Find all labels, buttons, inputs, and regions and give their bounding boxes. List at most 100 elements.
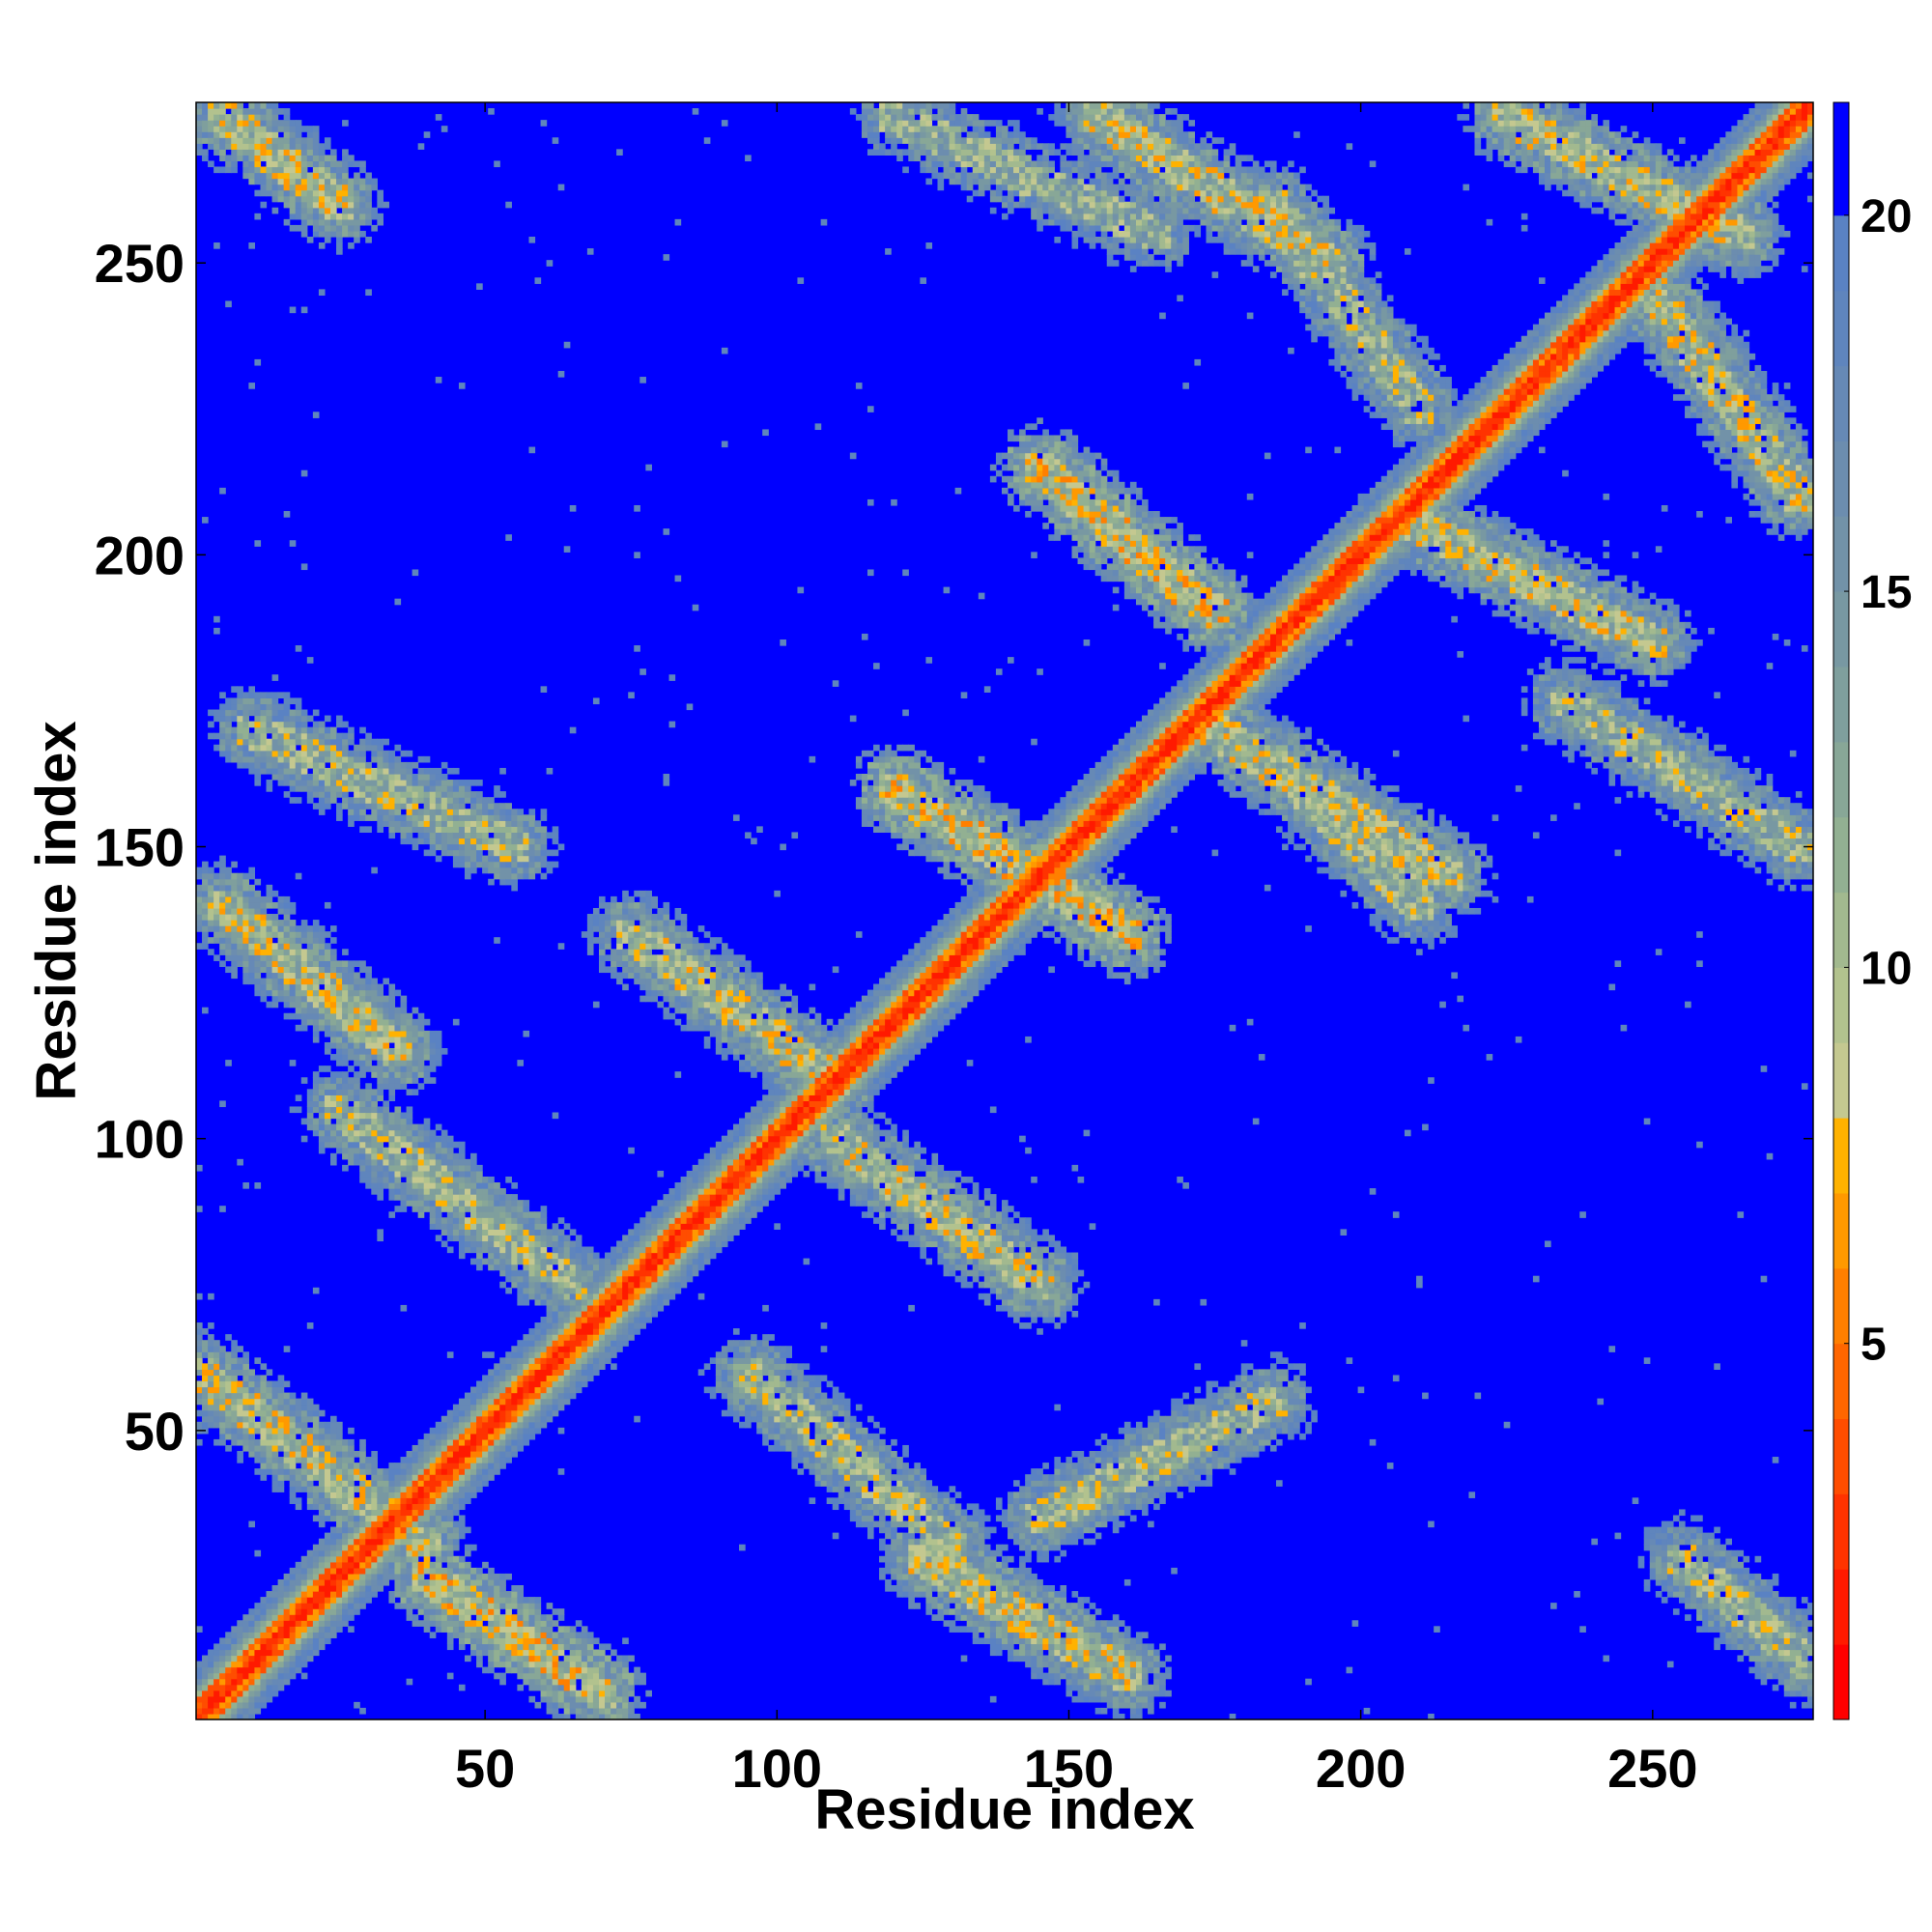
heatmap-cell bbox=[494, 1451, 500, 1458]
heatmap-cell bbox=[528, 1351, 535, 1358]
heatmap-cell bbox=[254, 1614, 261, 1621]
heatmap-cell bbox=[237, 902, 243, 909]
heatmap-cell bbox=[208, 1649, 214, 1656]
heatmap-cell bbox=[528, 826, 535, 833]
heatmap-cell bbox=[476, 1439, 483, 1446]
heatmap-cell bbox=[219, 1667, 226, 1674]
heatmap-cell bbox=[587, 1334, 594, 1341]
heatmap-cell bbox=[570, 1673, 577, 1680]
heatmap-cell bbox=[412, 1539, 419, 1546]
heatmap-cell bbox=[482, 1626, 489, 1633]
heatmap-cell bbox=[272, 960, 279, 967]
heatmap-cell bbox=[313, 1071, 320, 1078]
heatmap-cell bbox=[459, 1620, 466, 1627]
heatmap-cell bbox=[284, 925, 291, 932]
heatmap-cell bbox=[354, 1702, 360, 1709]
heatmap-cell bbox=[453, 803, 460, 810]
heatmap-cell bbox=[307, 1497, 314, 1504]
heatmap-cell bbox=[254, 774, 261, 781]
heatmap-cell bbox=[430, 1223, 437, 1230]
heatmap-cell bbox=[558, 1696, 565, 1703]
heatmap-cell bbox=[313, 190, 320, 197]
heatmap-cell bbox=[383, 1545, 389, 1551]
heatmap-cell bbox=[401, 1515, 408, 1521]
heatmap-cell bbox=[436, 1492, 442, 1498]
heatmap-cell bbox=[494, 1416, 500, 1423]
heatmap-cell bbox=[319, 1539, 326, 1546]
heatmap-cell bbox=[388, 809, 395, 815]
heatmap-cell bbox=[248, 120, 255, 127]
heatmap-cell bbox=[219, 1357, 226, 1364]
heatmap-cell bbox=[319, 756, 326, 763]
heatmap-cell bbox=[587, 1696, 594, 1703]
heatmap-cell bbox=[342, 1568, 349, 1575]
heatmap-cell bbox=[301, 1439, 308, 1446]
heatmap-cell bbox=[296, 1662, 302, 1668]
heatmap-cell bbox=[424, 785, 431, 792]
heatmap-cell bbox=[213, 102, 220, 109]
heatmap-cell bbox=[394, 1031, 401, 1037]
heatmap-cell bbox=[430, 1468, 437, 1475]
heatmap-cell bbox=[196, 1662, 203, 1668]
heatmap-cell bbox=[517, 1662, 524, 1668]
heatmap-cell bbox=[325, 1439, 331, 1446]
heatmap-cell bbox=[459, 1608, 466, 1615]
heatmap-cell bbox=[418, 1533, 425, 1540]
heatmap-cell bbox=[267, 166, 273, 173]
heatmap-cell bbox=[564, 1632, 571, 1638]
heatmap-cell bbox=[342, 1486, 349, 1492]
heatmap-cell bbox=[272, 1626, 279, 1633]
heatmap-cell bbox=[523, 1375, 529, 1381]
heatmap-cell bbox=[248, 1608, 255, 1615]
heatmap-cell bbox=[488, 1643, 495, 1650]
heatmap-cell bbox=[325, 1119, 331, 1125]
heatmap-cell bbox=[558, 185, 565, 191]
heatmap-cell bbox=[330, 1112, 337, 1119]
heatmap-cell bbox=[558, 1357, 565, 1364]
heatmap-cell bbox=[564, 1375, 571, 1381]
heatmap-cell bbox=[365, 1182, 372, 1189]
heatmap-cell bbox=[517, 1673, 524, 1680]
heatmap-cell bbox=[436, 1550, 442, 1557]
heatmap-cell bbox=[418, 1545, 425, 1551]
heatmap-cell bbox=[459, 862, 466, 868]
heatmap-cell bbox=[296, 1637, 302, 1644]
heatmap-cell bbox=[348, 1585, 355, 1592]
heatmap-cell bbox=[267, 1410, 273, 1417]
heatmap-cell bbox=[541, 1656, 548, 1662]
heatmap-cell bbox=[196, 1206, 203, 1212]
heatmap-cell bbox=[430, 1182, 437, 1189]
heatmap-cell bbox=[436, 768, 442, 775]
heatmap-cell bbox=[377, 990, 384, 997]
heatmap-cell bbox=[547, 1351, 554, 1358]
heatmap-cell bbox=[254, 1662, 261, 1668]
heatmap-cell bbox=[401, 768, 408, 775]
heatmap-cell bbox=[342, 185, 349, 191]
heatmap-cell bbox=[564, 1708, 571, 1715]
heatmap-cell bbox=[401, 1533, 408, 1540]
heatmap-cell bbox=[296, 149, 302, 156]
heatmap-cell bbox=[499, 838, 506, 844]
heatmap-cell bbox=[348, 1445, 355, 1452]
heatmap-cell bbox=[254, 990, 261, 997]
heatmap-cell bbox=[278, 1667, 285, 1674]
heatmap-cell bbox=[254, 703, 261, 710]
heatmap-cell bbox=[459, 1480, 466, 1487]
heatmap-cell bbox=[394, 1159, 401, 1166]
heatmap-cell bbox=[342, 960, 349, 967]
heatmap-cell bbox=[354, 780, 360, 786]
heatmap-cell bbox=[447, 1574, 454, 1580]
heatmap-cell bbox=[325, 1136, 331, 1143]
heatmap-cell bbox=[528, 1405, 535, 1411]
heatmap-cell bbox=[319, 1585, 326, 1592]
heatmap-cell bbox=[330, 960, 337, 967]
heatmap-cell bbox=[319, 791, 326, 798]
heatmap-cell bbox=[558, 1217, 565, 1224]
heatmap-cell bbox=[342, 1480, 349, 1487]
heatmap-cell bbox=[582, 1334, 588, 1341]
heatmap-cell bbox=[284, 1474, 291, 1481]
heatmap-cell bbox=[505, 820, 512, 827]
heatmap-cell bbox=[436, 1206, 442, 1212]
heatmap-cell bbox=[412, 791, 419, 798]
heatmap-cell bbox=[301, 1399, 308, 1406]
